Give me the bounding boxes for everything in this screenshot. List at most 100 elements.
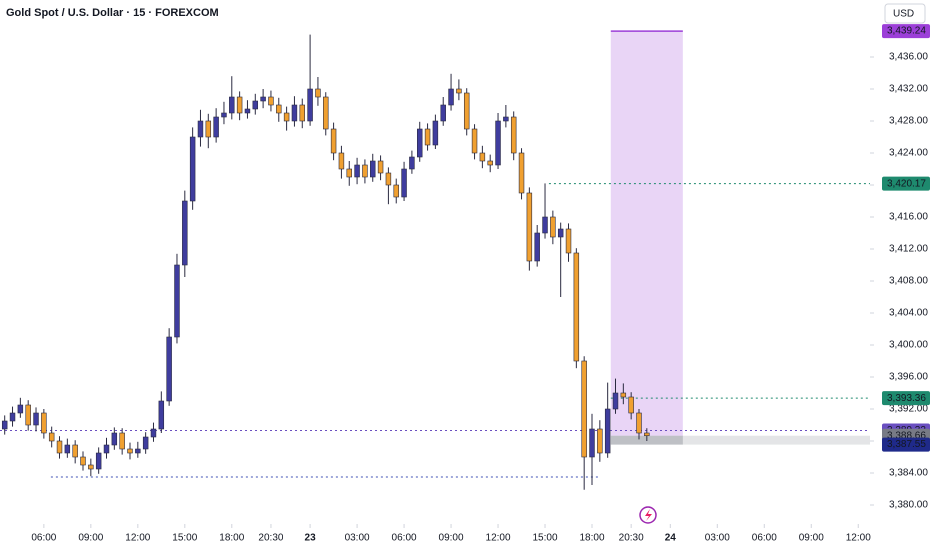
- x-tick-label: 24: [665, 533, 677, 544]
- candle-body: [111, 432, 118, 446]
- candle-body: [299, 104, 305, 122]
- candle-body: [166, 336, 172, 402]
- x-tick-label: 09:00: [439, 533, 464, 544]
- candle-body: [597, 428, 603, 454]
- candle-body: [346, 168, 352, 178]
- candle-body: [471, 128, 478, 154]
- lightning-icon[interactable]: [639, 506, 657, 524]
- x-tick-label: 06:00: [752, 533, 777, 544]
- candle-body: [1, 420, 8, 430]
- candle-body: [565, 228, 572, 254]
- y-tick-label: 3,396.00: [889, 372, 928, 383]
- candle-body: [542, 216, 548, 234]
- candle-body: [189, 136, 196, 202]
- price-label: 3,439.24: [882, 24, 930, 39]
- candle-body: [17, 404, 24, 414]
- candle-body: [534, 232, 540, 262]
- y-tick-label: 3,424.00: [889, 148, 928, 159]
- candle-body: [48, 432, 55, 442]
- candle-body: [479, 152, 486, 162]
- candle-body: [95, 452, 102, 470]
- candle-body: [377, 160, 384, 174]
- candle-body: [213, 116, 219, 138]
- candle-body: [205, 120, 212, 138]
- candle-body: [432, 120, 439, 146]
- candle-body: [236, 96, 243, 114]
- currency-button[interactable]: [884, 3, 926, 24]
- candle-body: [370, 160, 376, 178]
- candle-body: [72, 444, 78, 458]
- candle-body: [229, 96, 235, 114]
- candle-body: [644, 432, 650, 437]
- candle-body: [589, 428, 595, 458]
- candle-body: [354, 164, 360, 178]
- price-label-text: 3,420.17: [887, 178, 926, 189]
- candle-body: [526, 192, 533, 262]
- candle-body: [323, 96, 329, 130]
- y-tick-label: 3,392.00: [889, 404, 928, 415]
- price-label-bg: [882, 176, 930, 191]
- plot-area: [0, 30, 874, 528]
- candle-body: [260, 96, 266, 102]
- candle-body: [64, 444, 71, 454]
- currency[interactable]: USD: [893, 9, 914, 20]
- candle-body: [252, 100, 259, 110]
- x-tick-label: 20:30: [619, 533, 644, 544]
- candle-body: [9, 412, 16, 422]
- y-tick-label: 3,416.00: [889, 212, 928, 223]
- price-label: 3,387.55: [882, 437, 930, 452]
- candle-body: [103, 444, 110, 454]
- candle-body: [573, 252, 580, 362]
- x-tick-label: 23: [305, 533, 317, 544]
- candle-body: [158, 400, 165, 430]
- y-tick-label: 3,404.00: [889, 308, 928, 319]
- x-tick-label: 06:00: [31, 533, 56, 544]
- x-tick-label: 20:30: [258, 533, 283, 544]
- candle-body: [518, 152, 525, 194]
- candle-body: [291, 104, 298, 122]
- price-label-bg: [882, 24, 930, 39]
- candle-body: [503, 116, 509, 122]
- candle-body: [393, 184, 399, 198]
- candle-body: [550, 216, 556, 238]
- candle-body: [628, 396, 634, 414]
- x-tick-label: 06:00: [392, 533, 417, 544]
- candle-body: [276, 104, 282, 114]
- x-tick-label: 12:00: [125, 533, 150, 544]
- candle-body: [604, 408, 611, 454]
- candle-body: [385, 172, 392, 186]
- x-tick-label: 18:00: [219, 533, 244, 544]
- y-tick-label: 3,436.00: [889, 52, 928, 63]
- x-tick-label: 03:00: [345, 533, 370, 544]
- target-zone: [610, 31, 683, 436]
- y-tick-label: 3,380.00: [889, 500, 928, 511]
- candle-body: [174, 264, 180, 338]
- price-label: 3,393.36: [882, 391, 930, 406]
- candle-body: [424, 128, 431, 146]
- y-tick-label: 3,408.00: [889, 276, 928, 287]
- price-label-text: 3,388.66: [887, 430, 926, 441]
- candle-body: [401, 168, 407, 198]
- candle-body: [221, 112, 227, 118]
- x-tick-label: 03:00: [705, 533, 730, 544]
- candle-body: [33, 412, 39, 426]
- candle-body: [557, 228, 564, 238]
- y-tick-label: 3,412.00: [889, 244, 928, 255]
- price-label-text: 3,387.55: [887, 439, 926, 450]
- y-tick-label: 3,432.00: [889, 84, 928, 95]
- axis-labels: 3,380.003,384.003,388.003,392.003,396.00…: [31, 24, 930, 544]
- x-tick-label: 09:00: [78, 533, 103, 544]
- x-tick-label: 18:00: [579, 533, 604, 544]
- candle-body: [197, 120, 204, 138]
- candle-body: [80, 456, 86, 466]
- x-tick-label: 09:00: [799, 533, 824, 544]
- x-tick-label: 12:00: [846, 533, 871, 544]
- candle-body: [268, 96, 274, 106]
- y-tick-label: 3,400.00: [889, 340, 928, 351]
- price-label-bg: [882, 391, 930, 406]
- candle-body: [56, 440, 63, 454]
- candle-body: [440, 104, 446, 122]
- candle-body: [315, 88, 321, 98]
